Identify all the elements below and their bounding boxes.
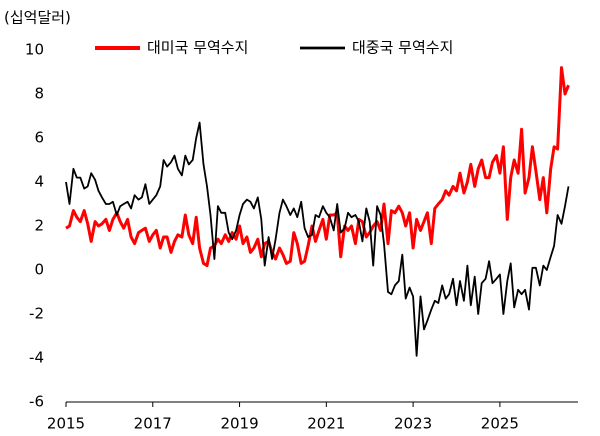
y-tick-label: 6 xyxy=(34,129,44,147)
x-tick-label: 2017 xyxy=(134,415,172,433)
y-tick-label: 0 xyxy=(34,261,44,279)
y-tick-label: 2 xyxy=(34,217,44,235)
y-tick-label: -6 xyxy=(29,393,44,411)
x-tick-label: 2015 xyxy=(47,415,85,433)
legend-label: 대중국 무역수지 xyxy=(352,39,453,57)
y-tick-label: 10 xyxy=(25,41,44,59)
x-tick-label: 2021 xyxy=(307,415,345,433)
series-line xyxy=(65,66,570,268)
y-tick-label: -2 xyxy=(29,305,44,323)
x-tick-label: 2023 xyxy=(394,415,432,433)
unit-label: (십억달러) xyxy=(4,9,71,27)
y-tick-label: 8 xyxy=(34,85,44,103)
x-tick-label: 2019 xyxy=(220,415,258,433)
y-tick-label: -4 xyxy=(29,349,44,367)
series-line xyxy=(65,121,570,357)
x-tick-label: 2025 xyxy=(481,415,519,433)
y-tick-label: 4 xyxy=(34,173,44,191)
legend-label: 대미국 무역수지 xyxy=(147,39,248,57)
